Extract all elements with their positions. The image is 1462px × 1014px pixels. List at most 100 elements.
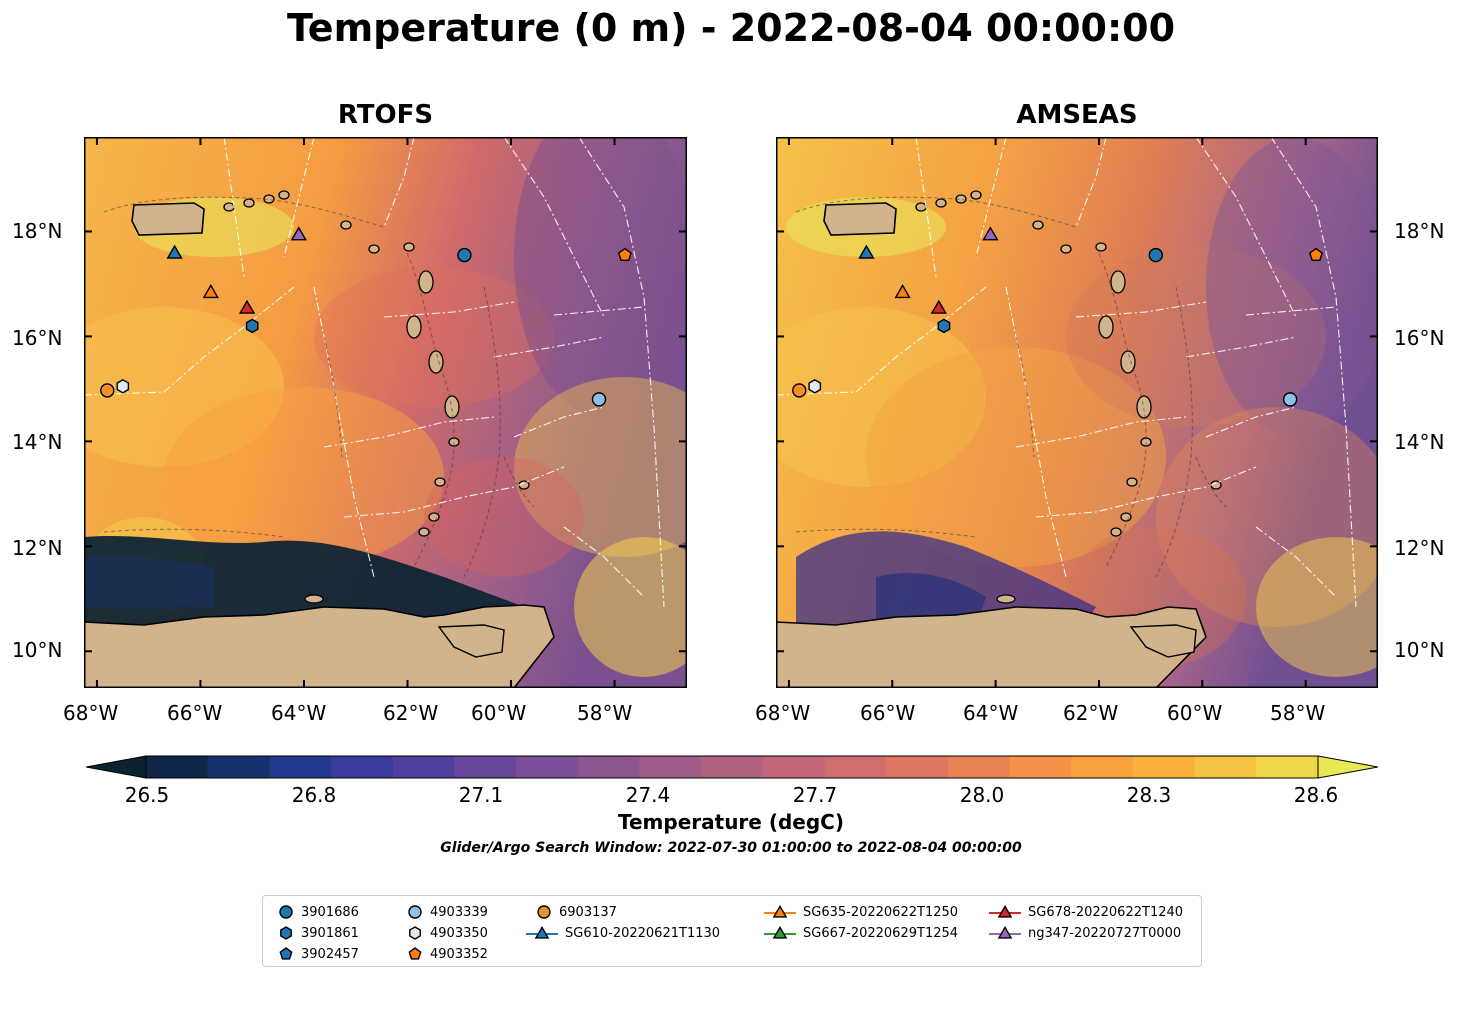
legend-marker-icon	[280, 926, 292, 940]
map-panel-amseas	[776, 137, 1378, 688]
legend-item: 3902457	[277, 946, 359, 962]
legend-marker-icon	[989, 926, 1021, 939]
lat-label: 10°N	[12, 638, 63, 662]
legend-label: SG678-20220622T1240	[1028, 904, 1184, 920]
land-south-america	[84, 604, 555, 688]
legend-item: 3901686	[277, 904, 359, 920]
legend-item: 6903137	[535, 904, 617, 920]
panel-title-rtofs: RTOFS	[337, 100, 434, 130]
colorbar-label: Temperature (degC)	[618, 810, 844, 834]
map-panel-rtofs	[84, 137, 687, 688]
legend: 3901686 3901861 3902457 4903339 4903350 49033…	[262, 895, 1202, 967]
lat-label: 14°N	[12, 430, 63, 454]
legend-label: 3901861	[301, 925, 359, 941]
observation-marker	[1308, 247, 1324, 262]
observation-marker	[202, 283, 219, 299]
lon-label: 60°W	[1167, 701, 1223, 725]
land-puerto-rico	[823, 202, 897, 236]
colorbar-tick-labels: 26.5 26.8 27.1 27.4 27.7 28.0 28.3 28.6	[0, 783, 1462, 809]
lon-label: 68°W	[63, 701, 119, 725]
lon-label: 58°W	[577, 701, 633, 725]
search-window-caption: Glider/Argo Search Window: 2022-07-30 01…	[440, 840, 1022, 856]
lon-label: 58°W	[1270, 701, 1326, 725]
lat-label: 10°N	[1394, 638, 1445, 662]
colorbar-tick: 27.7	[792, 783, 838, 807]
legend-label: SG667-20220629T1254	[803, 925, 959, 941]
legend-item: SG678-20220622T1240	[988, 904, 1183, 920]
observation-marker	[1148, 247, 1164, 263]
legend-label: 6903137	[559, 904, 617, 920]
observation-marker	[290, 226, 307, 241]
legend-marker-icon	[764, 905, 796, 918]
observation-marker	[792, 383, 807, 398]
legend-label: ng347-20220727T0000	[1028, 925, 1182, 941]
legend-label: 4903339	[430, 904, 488, 920]
colorbar-tick: 28.0	[959, 783, 1005, 807]
lon-label: 64°W	[271, 701, 327, 725]
legend-marker-icon	[526, 926, 558, 939]
observation-marker	[591, 392, 607, 407]
observation-marker	[937, 318, 951, 334]
observation-marker	[166, 244, 183, 259]
legend-marker-icon	[989, 905, 1021, 918]
legend-label: 4903352	[430, 946, 488, 962]
observation-marker	[808, 378, 822, 394]
lon-label: 62°W	[1063, 701, 1119, 725]
legend-item: ng347-20220727T0000	[988, 925, 1181, 941]
lon-label: 68°W	[755, 701, 811, 725]
legend-marker-icon	[279, 905, 293, 919]
legend-marker-icon	[408, 905, 422, 919]
lon-label: 66°W	[167, 701, 223, 725]
legend-item: SG667-20220629T1254	[763, 925, 958, 941]
observation-marker	[617, 247, 632, 262]
observation-marker	[982, 226, 999, 241]
panel-title-amseas: AMSEAS	[1016, 100, 1138, 130]
colorbar-tick: 26.8	[291, 783, 337, 807]
lat-label: 16°N	[12, 326, 63, 350]
colorbar-tick: 27.1	[458, 783, 504, 807]
legend-label: 4903350	[430, 925, 488, 941]
colorbar	[86, 755, 1378, 779]
colorbar-tick: 26.5	[124, 783, 170, 807]
main-title: Temperature (0 m) - 2022-08-04 00:00:00	[286, 6, 1176, 50]
land-south-america	[776, 606, 1207, 688]
colorbar-tick: 27.4	[625, 783, 671, 807]
lat-label: 18°N	[1394, 219, 1445, 243]
lon-label: 62°W	[383, 701, 439, 725]
observation-marker	[245, 318, 259, 334]
lon-label: 60°W	[471, 701, 527, 725]
colorbar-tick: 28.6	[1293, 783, 1339, 807]
observation-marker	[930, 299, 947, 314]
lon-label: 66°W	[860, 701, 916, 725]
observation-marker	[894, 283, 911, 299]
observation-marker	[238, 299, 256, 314]
land-puerto-rico	[131, 202, 205, 236]
legend-item: 4903352	[406, 946, 488, 962]
legend-item: SG610-20220621T1130	[525, 925, 720, 941]
observation-marker	[858, 244, 875, 259]
observation-marker	[116, 378, 130, 394]
lat-label: 12°N	[1394, 536, 1445, 560]
legend-marker-icon	[537, 905, 551, 919]
legend-item: 3901861	[277, 925, 359, 941]
legend-label: 3901686	[301, 904, 359, 920]
lat-label: 14°N	[1394, 430, 1445, 454]
observation-marker	[100, 383, 115, 398]
lat-label: 12°N	[12, 536, 63, 560]
legend-label: 3902457	[301, 946, 359, 962]
legend-label: SG610-20220621T1130	[565, 925, 721, 941]
legend-label: SG635-20220622T1250	[803, 904, 959, 920]
legend-marker-icon	[409, 926, 421, 940]
legend-marker-icon	[764, 926, 796, 939]
legend-marker-icon	[279, 947, 293, 960]
lat-label: 16°N	[1394, 326, 1445, 350]
lat-label: 18°N	[12, 219, 63, 243]
legend-item: SG635-20220622T1250	[763, 904, 958, 920]
lon-label: 64°W	[963, 701, 1019, 725]
observation-marker	[457, 247, 472, 263]
legend-marker-icon	[408, 947, 422, 960]
colorbar-tick: 28.3	[1126, 783, 1172, 807]
legend-item: 4903350	[406, 925, 488, 941]
legend-item: 4903339	[406, 904, 488, 920]
observation-marker	[1282, 392, 1298, 407]
